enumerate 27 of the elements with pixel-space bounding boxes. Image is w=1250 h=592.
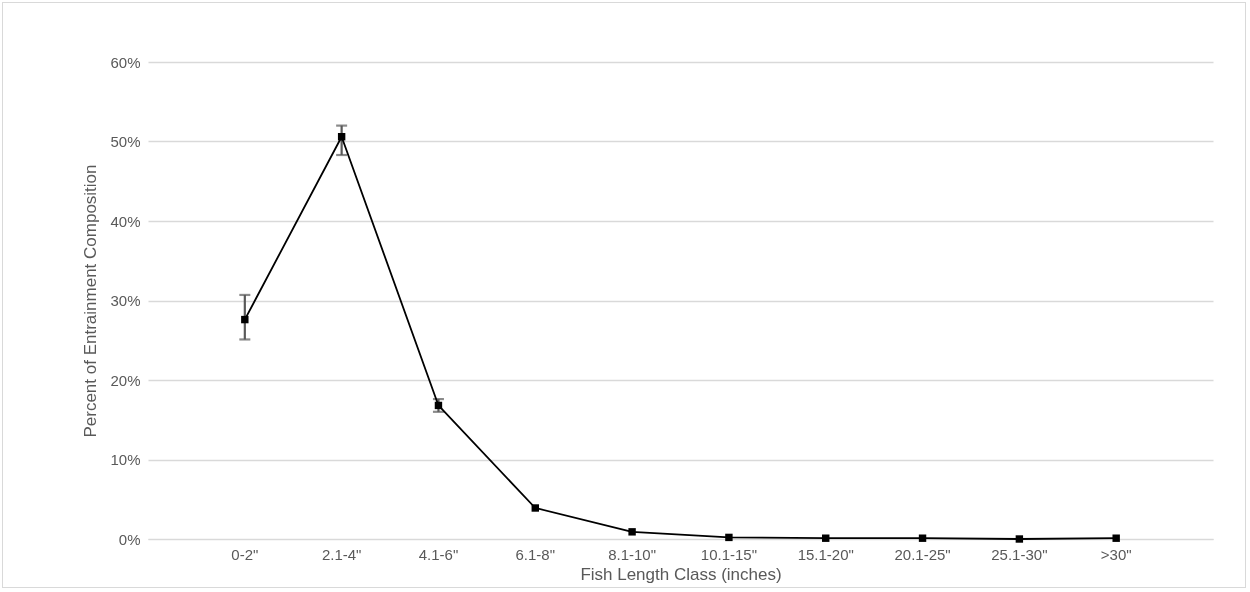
x-tick-label: 25.1-30" bbox=[991, 545, 1048, 563]
point bbox=[628, 528, 636, 536]
point bbox=[241, 315, 249, 324]
x-tick-label: 10.1-15" bbox=[700, 545, 758, 563]
y-tick-label: 10% bbox=[110, 451, 141, 468]
point bbox=[822, 534, 830, 542]
x-tick-label: 4.1-6" bbox=[418, 545, 459, 563]
x-tick-label: 20.1-25" bbox=[894, 545, 951, 563]
x-tick-label: 8.1-10" bbox=[608, 545, 657, 563]
y-tick-label: 0% bbox=[118, 530, 141, 548]
point bbox=[725, 533, 733, 542]
y-tick-label: 40% bbox=[110, 212, 141, 230]
point bbox=[531, 504, 539, 512]
x-tick-label: 6.1-8" bbox=[515, 545, 556, 563]
y-tick-label: 60% bbox=[110, 53, 141, 71]
point bbox=[1015, 535, 1024, 543]
y-axis-title: Percent of Entrainment Composition bbox=[81, 164, 101, 438]
x-tick-label: 2.1-4" bbox=[321, 545, 362, 563]
x-axis-title: Fish Length Class (inches) bbox=[580, 564, 782, 584]
point bbox=[918, 534, 927, 542]
y-tick-label: 50% bbox=[110, 133, 141, 150]
x-tick-label: 15.1-20" bbox=[797, 545, 854, 563]
y-tick-label: 20% bbox=[110, 371, 141, 389]
y-tick-label: 30% bbox=[110, 292, 141, 309]
x-tick-label: 0-2" bbox=[231, 545, 259, 563]
point bbox=[1112, 534, 1120, 542]
x-tick-label: >30" bbox=[1100, 545, 1132, 563]
